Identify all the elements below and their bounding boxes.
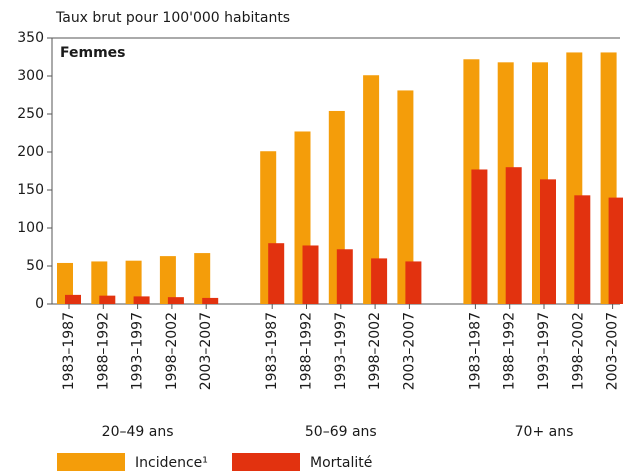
- x-tick-label: 1983–1987: [61, 312, 77, 390]
- bar: [99, 295, 116, 304]
- bar: [125, 260, 142, 304]
- bar: [505, 167, 522, 304]
- panel-label: Femmes: [60, 45, 126, 61]
- y-tick-label: 50: [26, 258, 44, 274]
- bar: [471, 169, 488, 304]
- bar: [91, 261, 108, 304]
- bar: [397, 90, 414, 304]
- x-tick-label: 1993–1997: [333, 312, 349, 390]
- legend-swatch: [232, 453, 300, 471]
- bar: [159, 256, 176, 304]
- y-tick-label: 350: [17, 30, 44, 46]
- y-tick-label: 0: [35, 296, 44, 312]
- chart-title: Taux brut pour 100'000 habitants: [55, 10, 290, 26]
- x-tick-label: 2003–2007: [605, 312, 621, 390]
- group-label: 70+ ans: [515, 424, 574, 440]
- bar: [363, 75, 380, 305]
- x-tick-label: 1998–2002: [367, 312, 383, 390]
- bar: [302, 245, 319, 304]
- bar: [194, 253, 211, 304]
- y-tick-label: 100: [17, 220, 44, 236]
- bar: [167, 297, 184, 304]
- bar: [133, 296, 150, 304]
- x-tick-label: 1993–1997: [536, 312, 552, 390]
- x-tick-label: 2003–2007: [401, 312, 417, 390]
- legend-swatch: [57, 453, 125, 471]
- x-tick-label: 1983–1987: [264, 312, 280, 390]
- bar: [65, 294, 81, 304]
- bar: [608, 197, 623, 304]
- group-label: 50–69 ans: [305, 424, 377, 440]
- legend-label: Mortalité: [310, 455, 372, 471]
- bar: [371, 258, 388, 304]
- y-tick-label: 200: [17, 144, 44, 160]
- y-tick-label: 300: [17, 68, 44, 84]
- y-tick-label: 150: [17, 182, 44, 198]
- bar: [540, 179, 556, 304]
- bar: [405, 261, 422, 304]
- x-tick-label: 1993–1997: [130, 312, 146, 390]
- x-tick-label: 1988–1992: [299, 312, 315, 390]
- bar: [268, 243, 285, 304]
- x-tick-label: 1998–2002: [570, 312, 586, 390]
- x-tick-label: 1983–1987: [467, 312, 483, 390]
- bar: [57, 262, 73, 304]
- x-tick-label: 1988–1992: [95, 312, 111, 390]
- bar: [202, 297, 219, 304]
- group-label: 20–49 ans: [102, 424, 174, 440]
- bar: [336, 249, 353, 304]
- y-tick-label: 250: [17, 106, 44, 122]
- legend-label: Incidence¹: [135, 455, 208, 471]
- x-tick-label: 2003–2007: [198, 312, 214, 390]
- x-tick-label: 1998–2002: [164, 312, 180, 390]
- x-tick-label: 1988–1992: [502, 312, 518, 390]
- bar: [574, 195, 591, 304]
